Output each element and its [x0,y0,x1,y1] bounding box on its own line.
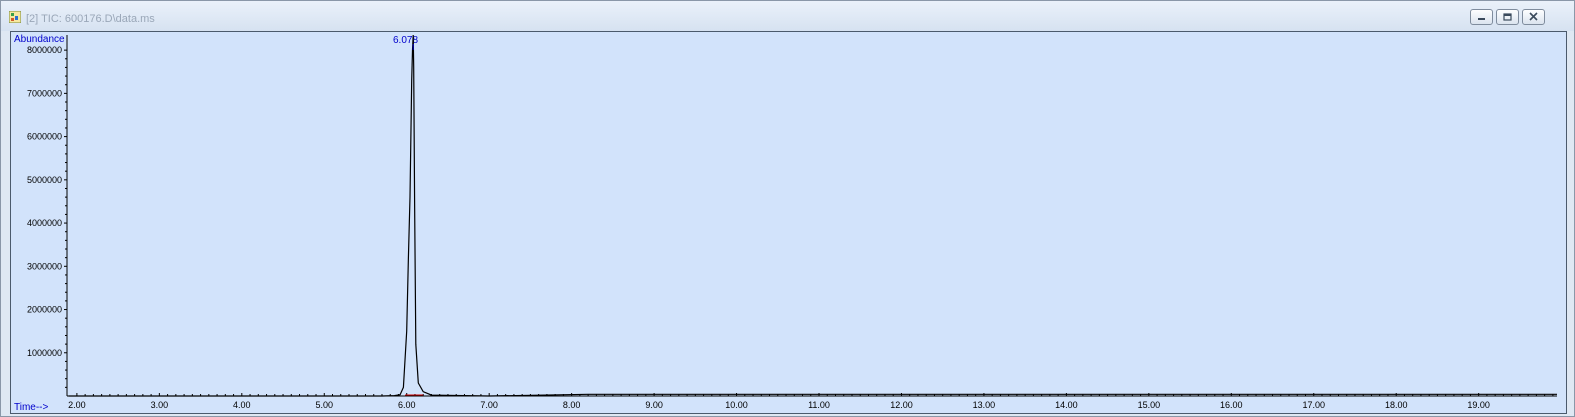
x-tick-label: 9.00 [645,400,663,410]
y-tick-label: 2000000 [27,305,62,315]
y-tick-label: 4000000 [27,218,62,228]
minimize-icon [1478,18,1485,20]
x-tick-label: 8.00 [563,400,581,410]
tic-chart[interactable]: Abundance Time--> 6.078 1000000 2000000 30… [11,32,1566,413]
x-tick-label: 19.00 [1467,400,1490,410]
y-tick-label: 8000000 [27,45,62,55]
x-tick-label: 2.00 [68,400,86,410]
x-tick-label: 18.00 [1385,400,1408,410]
x-tick-label: 3.00 [151,400,169,410]
chromatogram-icon [9,11,21,23]
x-axis-label: Time--> [14,402,49,413]
x-tick-label: 12.00 [890,400,913,410]
y-tick-label: 3000000 [27,261,62,271]
x-tick-label: 7.00 [480,400,498,410]
minimize-button[interactable] [1470,9,1493,25]
x-tick-label: 14.00 [1055,400,1078,410]
window-title: [2] TIC: 600176.D\data.ms [26,13,155,25]
x-tick-label: 15.00 [1138,400,1161,410]
x-tick-label: 10.00 [725,400,748,410]
restore-icon [1503,13,1512,21]
y-tick-label: 6000000 [27,132,62,142]
x-tick-label: 16.00 [1220,400,1243,410]
x-tick-label: 4.00 [233,400,251,410]
close-icon [1529,12,1538,21]
peak-label: 6.078 [393,35,418,46]
x-tick-label: 6.00 [398,400,416,410]
x-tick-label: 17.00 [1302,400,1325,410]
y-tick-label: 5000000 [27,175,62,185]
title-bar[interactable]: [2] TIC: 600176.D\data.ms [1,1,1574,31]
y-axis-label: Abundance [14,34,65,45]
chromatogram-plot[interactable]: Abundance Time--> 6.078 1000000 2000000 30… [10,31,1567,414]
restore-button[interactable] [1496,9,1519,25]
y-tick-label: 1000000 [27,348,62,358]
tic-trace [68,34,1557,397]
x-tick-label: 13.00 [973,400,996,410]
x-tick-label: 5.00 [316,400,334,410]
x-tick-label: 11.00 [808,400,830,410]
y-tick-label: 7000000 [27,88,62,98]
close-button[interactable] [1522,9,1545,25]
